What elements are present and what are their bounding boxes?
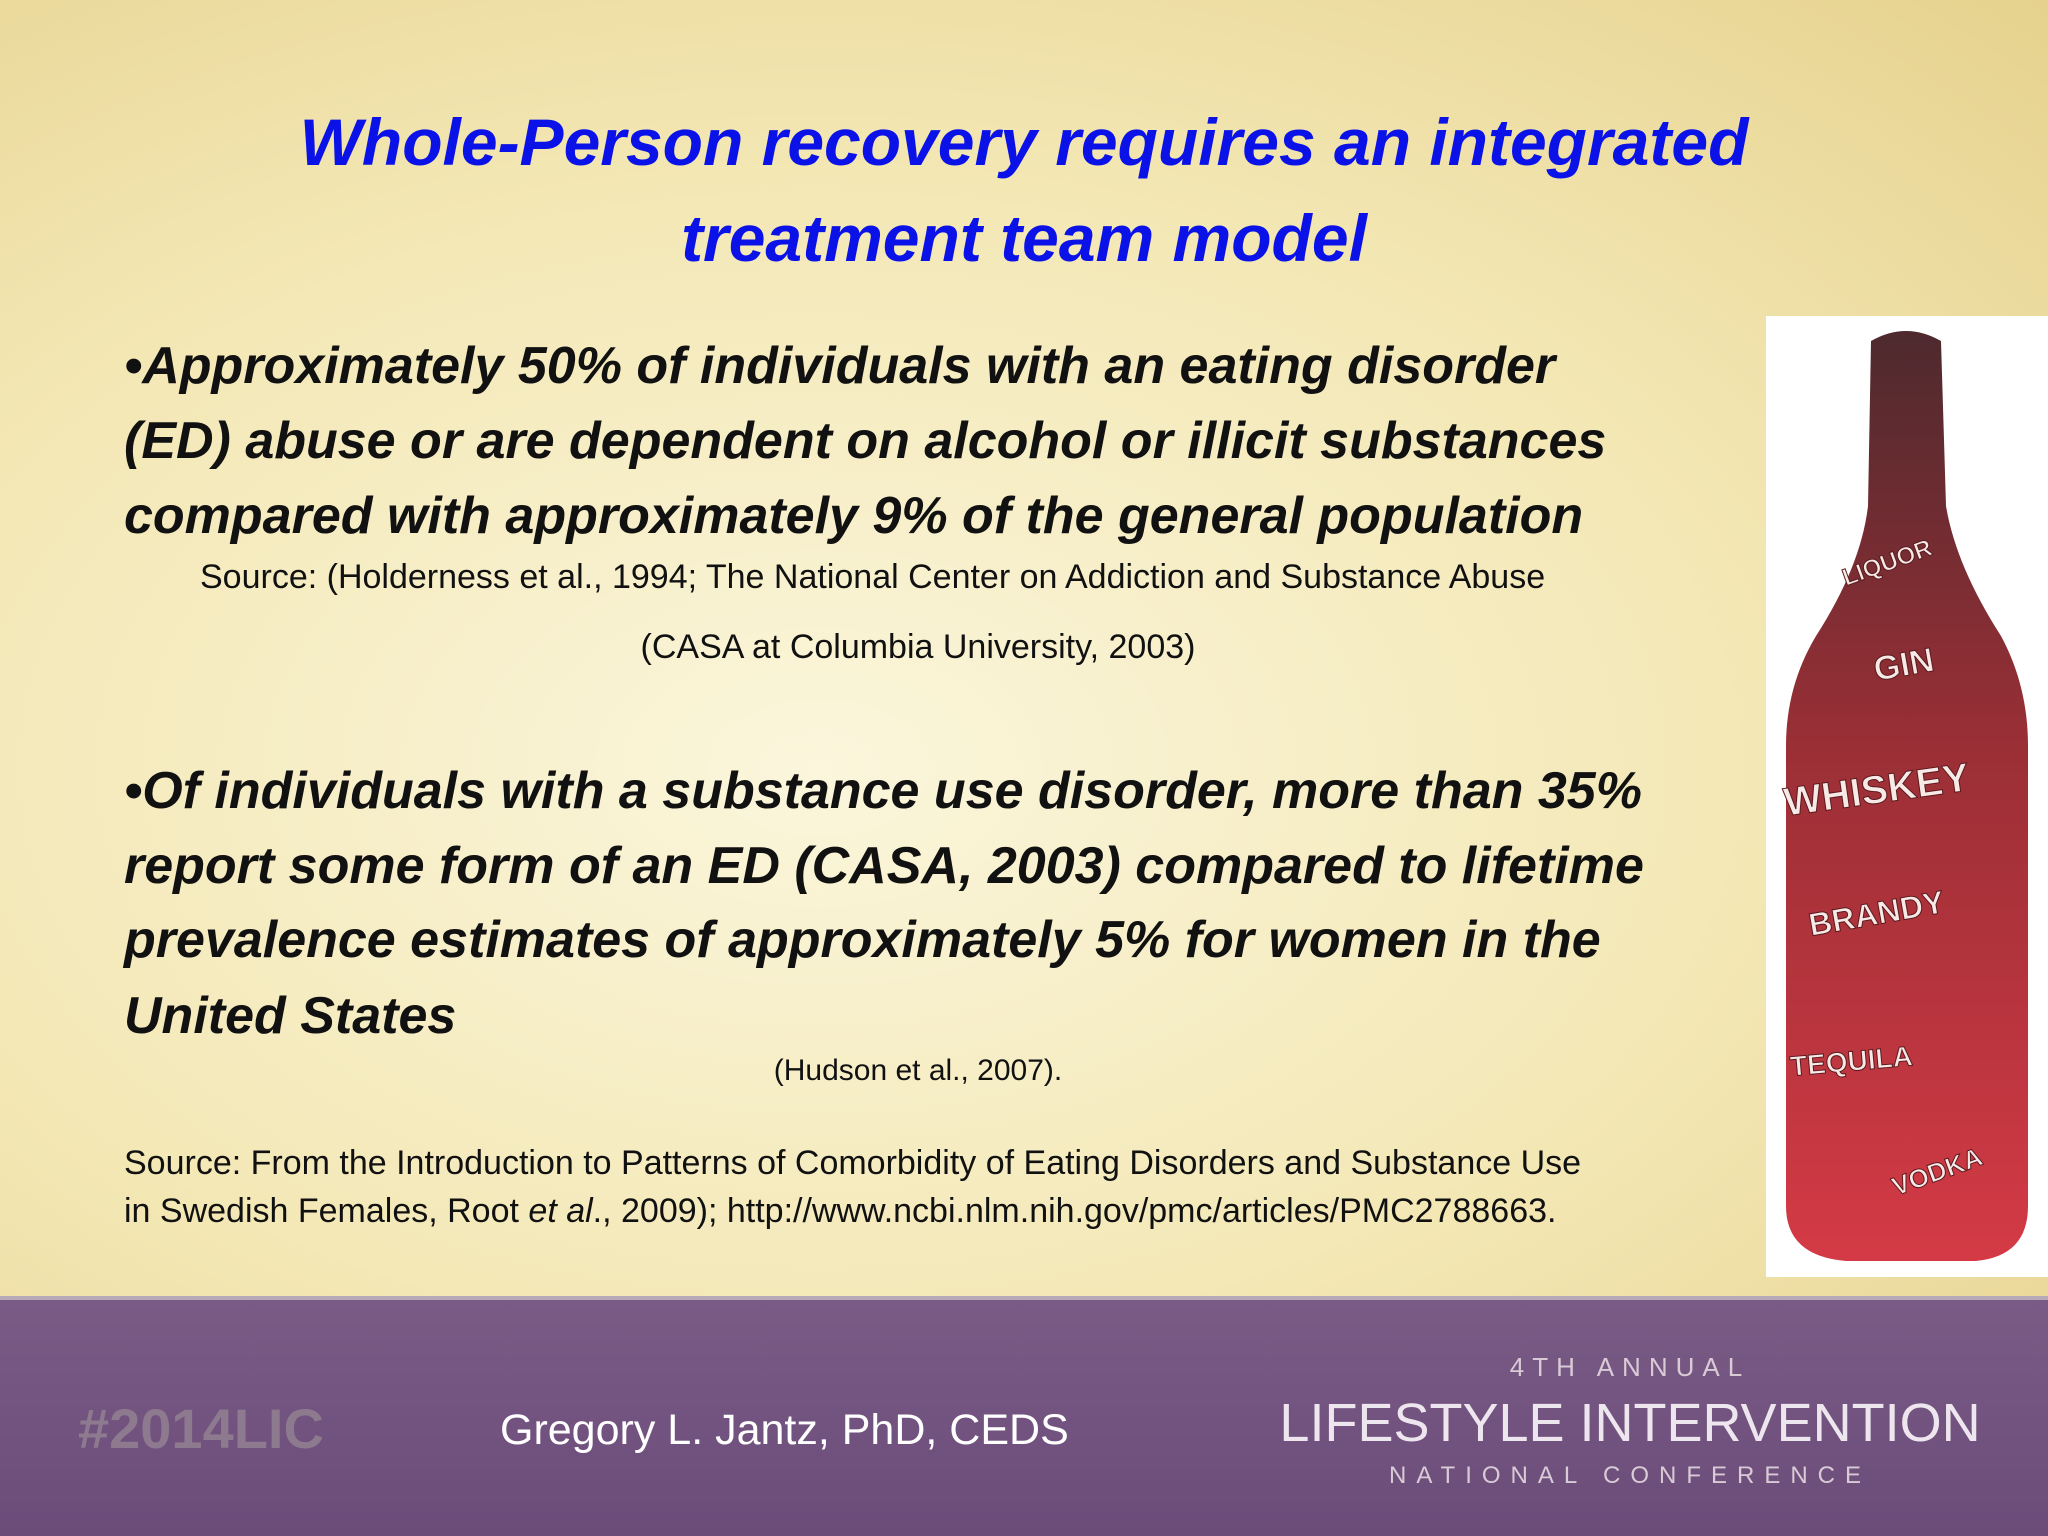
bottle	[1786, 331, 2028, 1261]
citation: (CASA at Columbia University, 2003)	[640, 628, 1196, 666]
bottle-label: TEQUILA	[1789, 1040, 1914, 1082]
text: in Swedish Females, Root	[124, 1192, 529, 1230]
conference-top: 4TH ANNUAL	[1509, 1352, 1751, 1382]
title: treatment team model	[681, 201, 1367, 275]
bullet: •	[124, 762, 143, 820]
title: Whole-Person recovery requires an integr…	[299, 105, 1749, 179]
citation: (Hudson et al., 2007).	[773, 1054, 1063, 1087]
source: in Swedish Females, Root et al., 2009); …	[124, 1192, 1556, 1231]
bullet-line: •Of individuals with a substance use dis…	[124, 761, 1642, 821]
bullet-line: prevalence estimates of approximately 5%…	[124, 911, 1601, 969]
text: Approximately 50% of individuals with an…	[142, 337, 1556, 395]
source: Source: From the Introduction to Pattern…	[124, 1144, 1582, 1182]
citation: Source: (Holderness et al., 1994; The Na…	[200, 558, 1546, 596]
footer: #2014LIC Gregory L. Jantz, PhD, CEDS 4TH…	[0, 1296, 2048, 1536]
bullet-line: report some form of an ED (CASA, 2003) c…	[124, 837, 1644, 895]
text: Of individuals with a substance use diso…	[142, 762, 1642, 820]
conference-name: LIFESTYLE INTERVENTION	[1279, 1393, 1981, 1453]
conference-bottom: NATIONAL CONFERENCE	[1388, 1462, 1872, 1489]
bullet-line: compared with approximately 9% of the ge…	[124, 487, 1584, 545]
hashtag: #2014LIC	[78, 1397, 324, 1460]
text: ., 2009); http://www.ncbi.nlm.nih.gov/pm…	[592, 1192, 1557, 1230]
text: et al	[528, 1192, 593, 1230]
bullet-line: (ED) abuse or are dependent on alcohol o…	[124, 412, 1607, 470]
bullet: •	[124, 337, 143, 395]
bullet-line: •Approximately 50% of individuals with a…	[124, 336, 1555, 396]
bullet-line: United States	[124, 987, 457, 1045]
presenter: Gregory L. Jantz, PhD, CEDS	[500, 1406, 1069, 1454]
